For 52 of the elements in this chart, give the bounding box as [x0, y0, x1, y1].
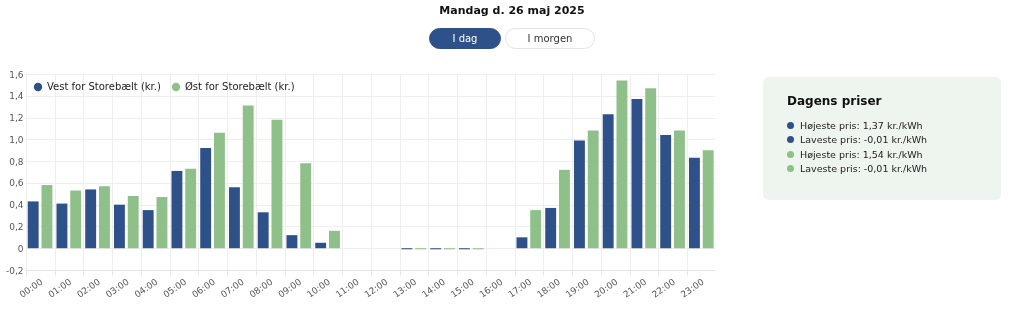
bar — [171, 170, 183, 249]
bar — [516, 237, 528, 249]
toggle-button: I morgen — [505, 28, 595, 49]
bar — [602, 114, 614, 249]
legend-label: Vest for Storebælt (kr.) — [47, 81, 161, 92]
bar — [70, 190, 82, 249]
bar — [257, 212, 269, 249]
bar — [328, 230, 340, 249]
y-tick-label: 0 — [17, 243, 24, 254]
y-tick-label: 1,6 — [9, 69, 24, 80]
bar — [587, 130, 599, 249]
bar — [673, 130, 685, 249]
bar — [200, 148, 212, 249]
info-card: Dagens priser Højeste pris: 1,37 kr./kWh Laveste pris: -0,01 kr./kWh Højeste pris: 1,54 kr./kWh Laveste pris: -0,01 kr./kWh — [763, 77, 1001, 200]
bar — [616, 80, 628, 249]
bar — [631, 99, 643, 249]
y-tick-label: -0,2 — [5, 265, 24, 276]
y-tick-label: 0,8 — [9, 156, 24, 167]
bar — [645, 88, 657, 249]
bar — [56, 203, 68, 249]
bar — [545, 207, 557, 249]
y-tick-label: 0,2 — [9, 221, 24, 232]
bar — [98, 186, 110, 249]
chart-title: Mandag d. 26 maj 2025 — [438, 4, 586, 17]
bar — [702, 150, 714, 249]
bar — [113, 204, 125, 249]
bar — [156, 197, 168, 249]
legend-label: Øst for Storebælt (kr.) — [185, 81, 295, 92]
bar — [242, 105, 254, 249]
bar — [558, 169, 570, 249]
bar — [660, 134, 672, 249]
bar — [185, 168, 197, 249]
bar — [271, 119, 283, 249]
bar — [41, 185, 53, 249]
y-tick-label: 1,4 — [9, 91, 24, 102]
bar — [85, 189, 97, 249]
bar — [127, 195, 139, 249]
y-tick-label: 0,6 — [9, 178, 24, 189]
bar — [286, 235, 298, 249]
bar — [315, 242, 327, 249]
bar — [530, 210, 542, 249]
y-tick-label: 1,0 — [9, 134, 24, 145]
bar — [688, 157, 700, 249]
bar — [142, 210, 154, 249]
bar — [300, 163, 312, 249]
toggle-button: I dag — [429, 28, 501, 49]
y-tick-label: 0,4 — [9, 200, 24, 211]
bar — [213, 132, 225, 249]
y-tick-label: 1,2 — [9, 113, 24, 124]
bar — [27, 201, 39, 249]
bar — [228, 187, 240, 249]
bar — [573, 140, 585, 249]
